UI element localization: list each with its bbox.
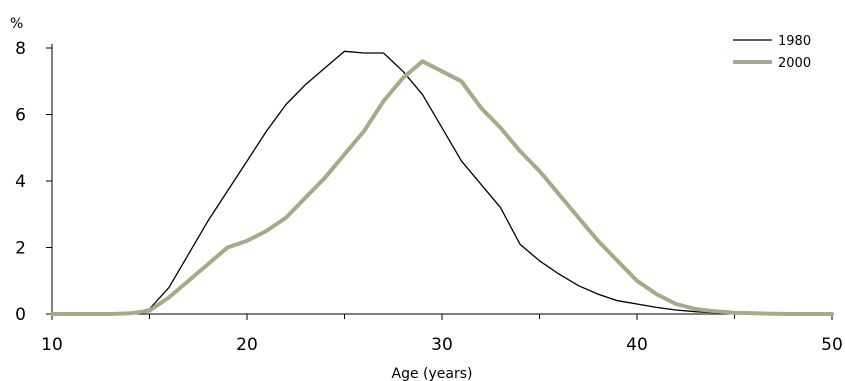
legend-label-2000: 2000	[778, 56, 811, 71]
y-tick-label: 8	[15, 39, 26, 59]
legend-label-1980: 1980	[778, 34, 811, 49]
y-tick-label: 4	[15, 172, 26, 192]
y-tick-label: 6	[15, 106, 26, 126]
x-tick-label: 10	[41, 335, 63, 355]
axes	[51, 44, 832, 315]
x-tick-label: 40	[626, 335, 648, 355]
y-tick-label: 2	[15, 239, 26, 259]
series-lines	[50, 50, 834, 316]
y-tick-label: 0	[15, 305, 26, 325]
x-tick-label: 20	[236, 335, 258, 355]
x-tick-label: 50	[821, 335, 843, 355]
legend: 1980 2000	[733, 34, 811, 71]
x-axis-ticks: 10 20 30 40 50	[41, 314, 843, 355]
series-line-2000	[50, 59, 834, 316]
y-axis-ticks: 0 2 4 6 8	[15, 39, 52, 325]
y-axis-unit-label: %	[10, 16, 23, 32]
series-line-1980	[51, 50, 833, 315]
x-tick-label: 30	[431, 335, 453, 355]
x-axis-title: Age (years)	[392, 366, 473, 381]
